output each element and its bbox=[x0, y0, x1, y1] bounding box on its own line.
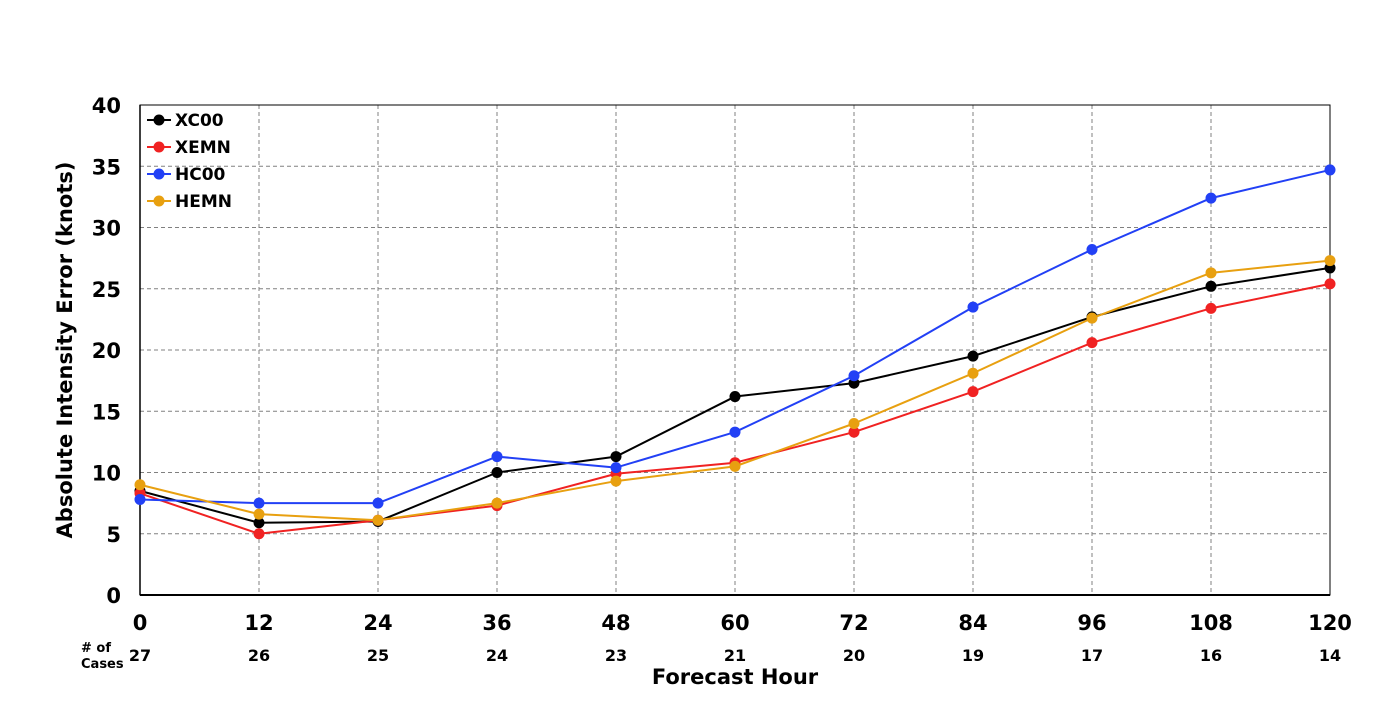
y-tick-label: 30 bbox=[92, 217, 121, 241]
case-count: 24 bbox=[486, 646, 508, 665]
x-tick-label: 24 bbox=[363, 611, 392, 635]
legend-swatch-marker bbox=[153, 195, 165, 207]
x-tick-label: 48 bbox=[601, 611, 630, 635]
data-point bbox=[729, 391, 741, 403]
legend: XC00 XEMN HC00 HEMN bbox=[147, 111, 232, 212]
grid-lines bbox=[140, 105, 1330, 595]
data-point bbox=[967, 367, 979, 379]
legend-label: XEMN bbox=[175, 138, 231, 158]
x-tick-label: 84 bbox=[958, 611, 987, 635]
legend-label: XC00 bbox=[175, 111, 224, 131]
case-count: 26 bbox=[248, 646, 270, 665]
x-tick-label: 12 bbox=[244, 611, 273, 635]
case-count: 23 bbox=[605, 646, 627, 665]
legend-swatch-marker bbox=[153, 141, 165, 153]
data-point bbox=[491, 497, 503, 509]
data-point bbox=[1205, 280, 1217, 292]
data-point bbox=[610, 451, 622, 463]
case-count: 19 bbox=[962, 646, 984, 665]
data-point bbox=[729, 426, 741, 438]
data-point bbox=[610, 462, 622, 474]
data-point bbox=[1324, 255, 1336, 267]
data-point bbox=[848, 418, 860, 429]
x-tick-label: 120 bbox=[1308, 611, 1352, 635]
data-point bbox=[1086, 244, 1098, 256]
legend-item-xemn: XEMN bbox=[147, 138, 231, 158]
cases-caption-line-2: Cases bbox=[81, 657, 124, 672]
series-hc00 bbox=[134, 164, 1336, 509]
data-point bbox=[372, 514, 384, 526]
y-tick-label: 10 bbox=[92, 462, 121, 486]
data-point bbox=[253, 528, 265, 540]
legend-item-hc00: HC00 bbox=[147, 165, 226, 185]
y-tick-label: 35 bbox=[92, 155, 121, 179]
y-tick-label: 20 bbox=[92, 339, 121, 363]
x-tick-label: 108 bbox=[1189, 611, 1233, 635]
cases-caption-line-1: # of bbox=[81, 641, 111, 656]
data-point bbox=[967, 386, 979, 398]
data-point bbox=[1205, 192, 1217, 204]
series-hemn bbox=[134, 255, 1336, 526]
data-point bbox=[134, 479, 146, 491]
data-point bbox=[134, 493, 146, 505]
data-point bbox=[967, 350, 979, 362]
legend-item-hemn: HEMN bbox=[147, 192, 232, 212]
legend-swatch-marker bbox=[153, 114, 165, 126]
y-tick-label: 25 bbox=[92, 278, 121, 302]
data-point bbox=[1324, 278, 1336, 290]
x-tick-label: 96 bbox=[1077, 611, 1106, 635]
y-axis-title: Absolute Intensity Error (knots) bbox=[53, 162, 77, 539]
case-count: 20 bbox=[843, 646, 865, 665]
case-count: 25 bbox=[367, 646, 389, 665]
x-axis-title: Forecast Hour bbox=[652, 665, 819, 689]
data-point bbox=[372, 497, 384, 509]
data-point bbox=[848, 370, 860, 382]
case-count-row: # of Cases 27 26 25 24 23 21 20 19 17 16 14 bbox=[81, 641, 1341, 672]
case-count: 17 bbox=[1081, 646, 1103, 665]
legend-label: HEMN bbox=[175, 192, 232, 212]
data-point bbox=[253, 508, 265, 520]
case-count: 16 bbox=[1200, 646, 1222, 665]
legend-label: HC00 bbox=[175, 165, 226, 185]
data-point bbox=[491, 451, 503, 463]
x-tick-label: 36 bbox=[482, 611, 511, 635]
case-count: 27 bbox=[129, 646, 151, 665]
data-point bbox=[491, 467, 503, 478]
legend-swatch-marker bbox=[153, 168, 165, 180]
x-tick-label: 60 bbox=[720, 611, 749, 635]
y-tick-label: 0 bbox=[106, 584, 121, 608]
data-point bbox=[1086, 312, 1098, 324]
x-axis-ticks: 0 12 24 36 48 60 72 84 96 108 120 bbox=[133, 611, 1352, 635]
legend-item-xc00: XC00 bbox=[147, 111, 224, 131]
data-point bbox=[253, 497, 265, 509]
x-tick-label: 72 bbox=[839, 611, 868, 635]
data-point bbox=[1205, 302, 1217, 314]
data-point bbox=[967, 301, 979, 313]
y-tick-label: 40 bbox=[92, 94, 121, 118]
case-count: 14 bbox=[1319, 646, 1341, 665]
data-point bbox=[848, 426, 860, 438]
y-tick-label: 5 bbox=[106, 523, 121, 547]
series-lines bbox=[134, 164, 1336, 540]
data-point bbox=[729, 460, 741, 472]
data-point bbox=[1205, 267, 1217, 279]
x-tick-label: 0 bbox=[133, 611, 148, 635]
data-point bbox=[610, 475, 622, 487]
data-point bbox=[253, 517, 265, 529]
y-tick-label: 15 bbox=[92, 400, 121, 424]
data-point bbox=[1086, 337, 1098, 349]
case-count: 21 bbox=[724, 646, 746, 665]
data-point bbox=[1324, 164, 1336, 176]
y-axis-ticks: 0 5 10 15 20 25 30 35 40 bbox=[92, 94, 121, 608]
